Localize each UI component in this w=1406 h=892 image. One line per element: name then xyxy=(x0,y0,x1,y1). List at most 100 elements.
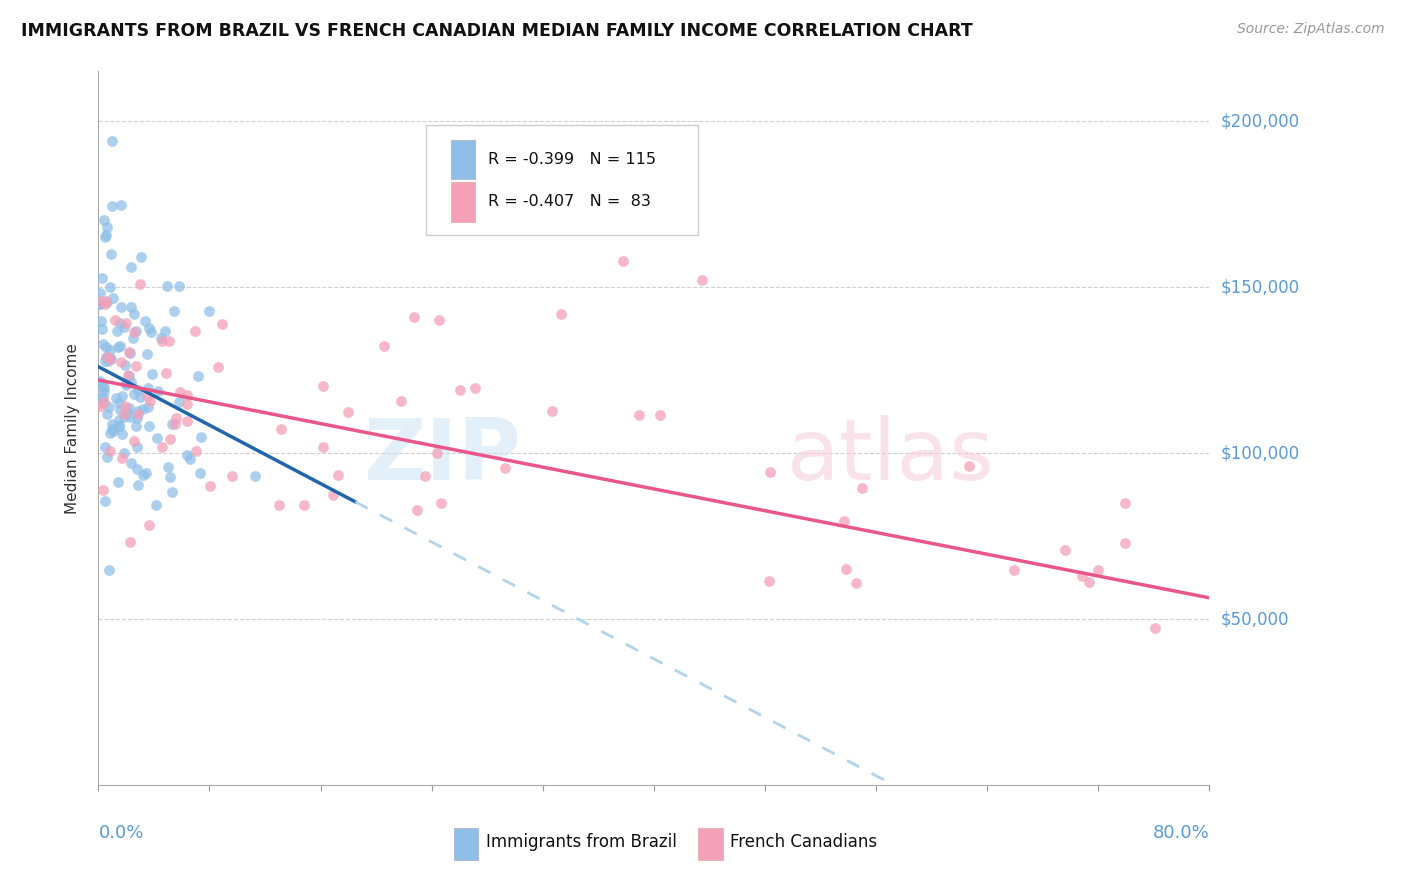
Point xyxy=(294,498,316,512)
Point xyxy=(163,304,186,318)
Point xyxy=(373,339,395,353)
Text: 0.0%: 0.0% xyxy=(98,824,143,842)
Point xyxy=(93,380,115,394)
Point xyxy=(159,470,181,484)
Text: R = -0.399   N = 115: R = -0.399 N = 115 xyxy=(488,152,657,167)
Point xyxy=(125,440,148,454)
Point xyxy=(198,479,221,493)
Point xyxy=(94,296,117,310)
Point xyxy=(110,300,132,314)
Point xyxy=(96,351,118,365)
Point xyxy=(91,396,114,410)
Point xyxy=(89,374,111,388)
Point xyxy=(98,400,121,414)
Point xyxy=(176,413,198,427)
FancyBboxPatch shape xyxy=(454,828,478,860)
Point xyxy=(758,574,780,588)
Point xyxy=(692,273,714,287)
Point xyxy=(101,134,124,148)
Point xyxy=(100,280,122,294)
Point xyxy=(93,384,115,398)
Point xyxy=(150,334,173,348)
Point xyxy=(91,390,114,404)
Point xyxy=(96,407,118,421)
Point xyxy=(165,410,187,425)
Point xyxy=(430,496,453,510)
Point xyxy=(93,230,115,244)
Point xyxy=(118,401,141,415)
Text: IMMIGRANTS FROM BRAZIL VS FRENCH CANADIAN MEDIAN FAMILY INCOME CORRELATION CHART: IMMIGRANTS FROM BRAZIL VS FRENCH CANADIA… xyxy=(21,22,973,40)
Point xyxy=(98,444,121,458)
Point xyxy=(112,320,135,334)
Point xyxy=(322,488,344,502)
Point xyxy=(389,394,412,409)
Point xyxy=(1002,563,1025,577)
Point xyxy=(98,343,121,358)
Point xyxy=(94,350,117,364)
Point xyxy=(117,344,139,359)
Point xyxy=(129,390,152,404)
Point xyxy=(115,405,138,419)
FancyBboxPatch shape xyxy=(450,182,475,221)
Point xyxy=(167,279,190,293)
Point xyxy=(122,325,145,339)
Point xyxy=(150,440,173,454)
Point xyxy=(211,317,233,331)
Point xyxy=(120,260,142,275)
Point xyxy=(159,432,181,446)
Text: $50,000: $50,000 xyxy=(1220,610,1289,628)
Point xyxy=(243,468,266,483)
Point xyxy=(90,271,112,285)
Point xyxy=(162,417,184,432)
Point xyxy=(146,431,169,445)
Point xyxy=(139,394,162,409)
Point xyxy=(89,400,111,414)
Point xyxy=(96,220,118,235)
Point xyxy=(96,339,118,353)
Point xyxy=(1114,496,1136,510)
Point xyxy=(98,352,121,367)
Point xyxy=(120,375,142,389)
Point xyxy=(110,388,132,402)
Point xyxy=(449,383,471,397)
Point xyxy=(413,469,436,483)
Point xyxy=(90,379,112,393)
Point xyxy=(156,278,179,293)
Point xyxy=(179,451,201,466)
Point xyxy=(120,456,142,470)
Point xyxy=(94,440,117,454)
Point xyxy=(426,446,449,460)
Point xyxy=(835,562,858,576)
Point xyxy=(1070,569,1092,583)
Point xyxy=(404,310,426,324)
Point xyxy=(122,331,145,345)
Point xyxy=(120,300,142,314)
Point xyxy=(90,322,112,336)
Point xyxy=(94,354,117,368)
Point xyxy=(115,316,138,330)
Point xyxy=(135,347,157,361)
Point xyxy=(957,459,980,474)
Point xyxy=(851,481,873,495)
Point xyxy=(141,368,163,382)
Point xyxy=(328,468,350,483)
Point xyxy=(184,324,207,338)
Point xyxy=(150,331,173,345)
Text: ZIP: ZIP xyxy=(363,415,520,499)
Point xyxy=(108,339,131,353)
Point xyxy=(845,575,868,590)
Point xyxy=(100,422,122,436)
Point xyxy=(125,462,148,476)
Point xyxy=(1114,536,1136,550)
Point xyxy=(110,198,132,212)
Point xyxy=(139,325,162,339)
Point xyxy=(122,306,145,320)
Point xyxy=(406,503,429,517)
Point xyxy=(108,413,131,427)
Point xyxy=(120,346,142,360)
Text: $100,000: $100,000 xyxy=(1220,444,1299,462)
Point xyxy=(98,351,121,365)
Point xyxy=(127,404,149,418)
Point xyxy=(100,351,122,366)
Text: atlas: atlas xyxy=(787,415,995,499)
